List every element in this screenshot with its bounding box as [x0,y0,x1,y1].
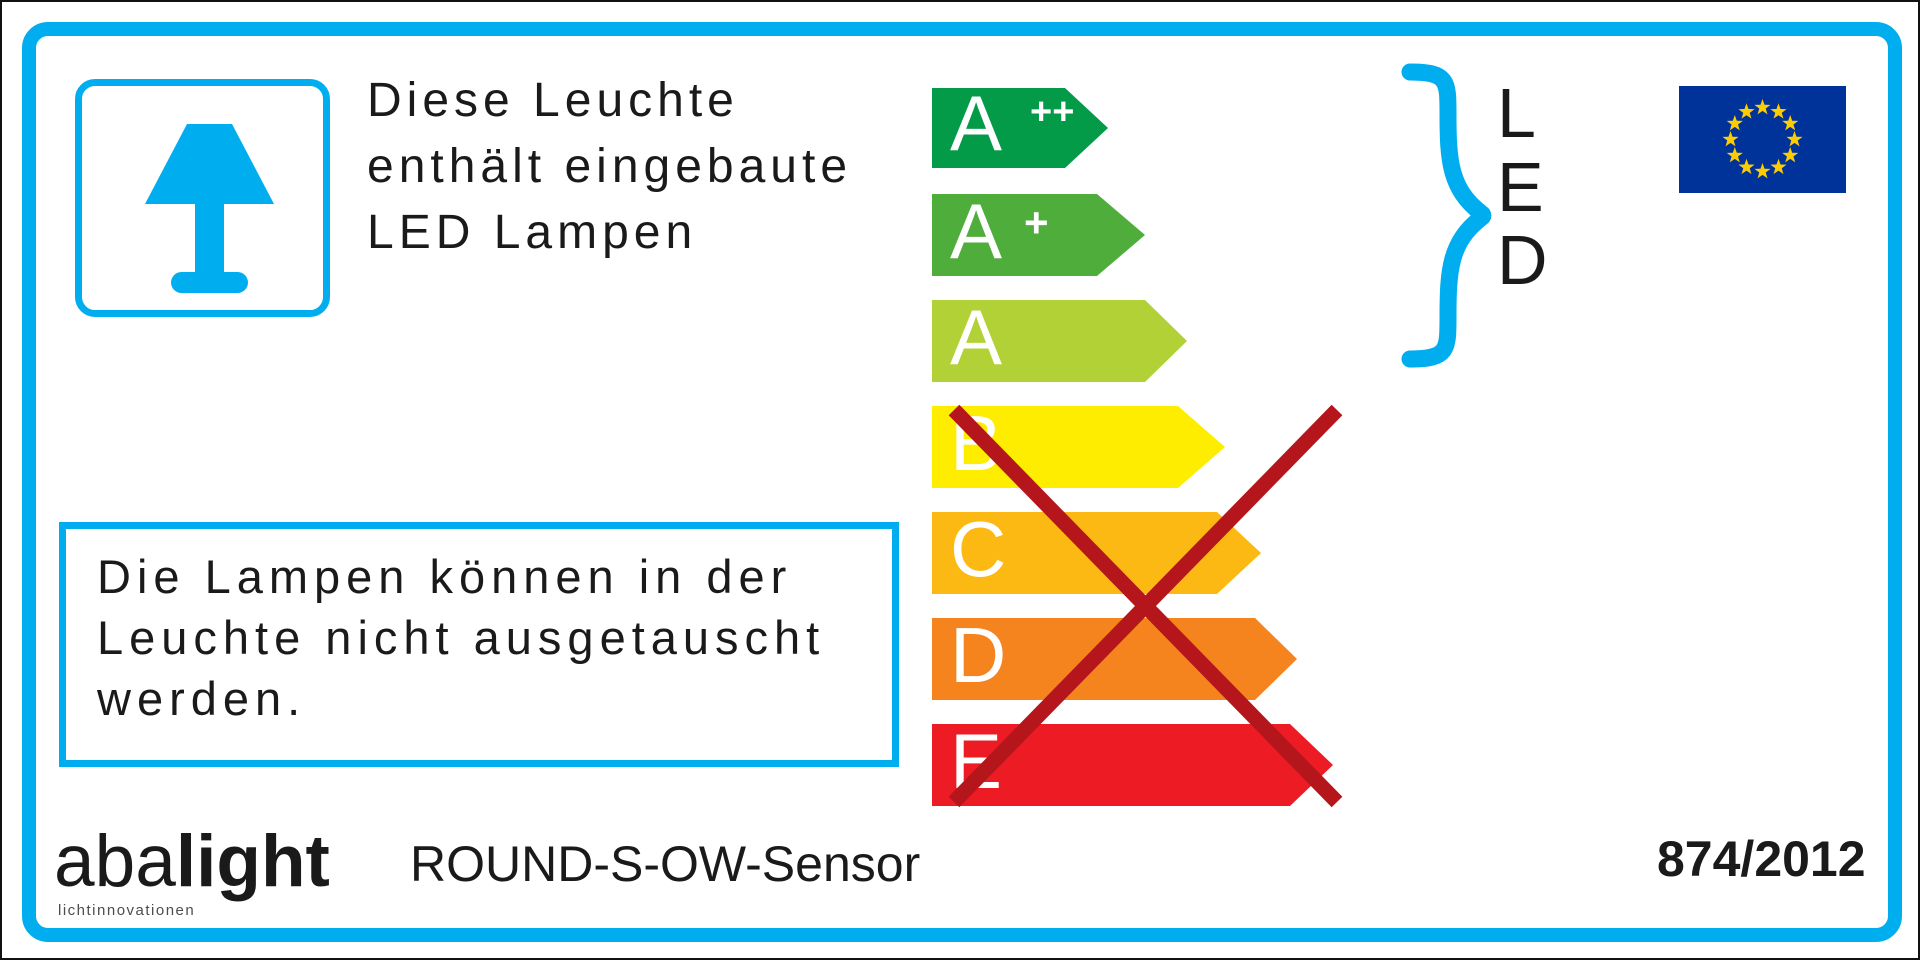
svg-text:A: A [950,293,1002,381]
svg-text:D: D [950,611,1006,699]
svg-text:++: ++ [1030,91,1074,133]
svg-text:A: A [950,82,1002,167]
svg-text:C: C [950,505,1006,593]
svg-text:+: + [1024,199,1049,246]
svg-text:A: A [950,187,1002,275]
